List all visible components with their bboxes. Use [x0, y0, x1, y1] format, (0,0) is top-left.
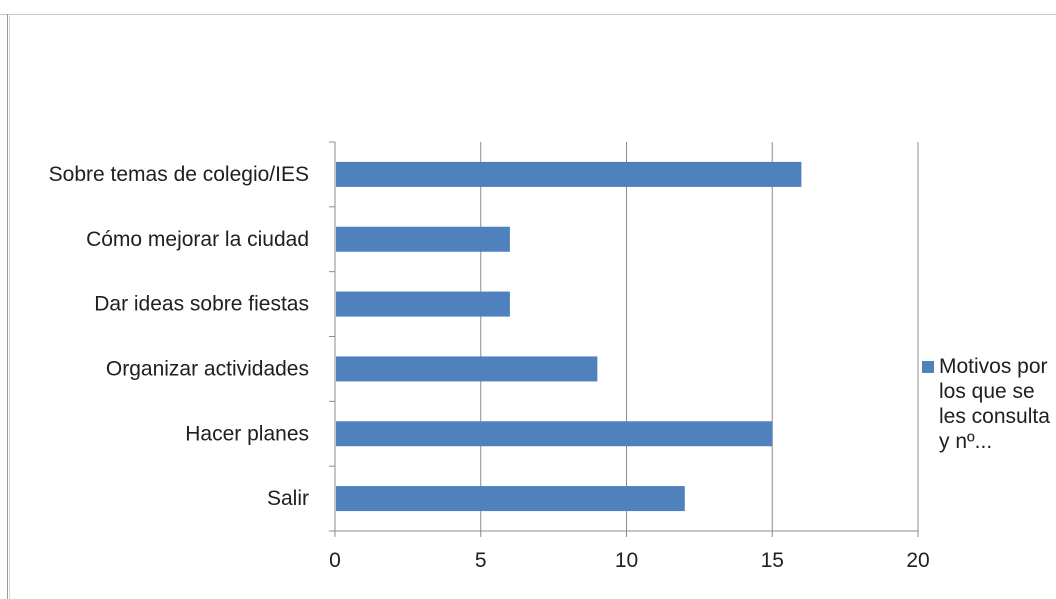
legend-series-name: Motivos por los que se les consulta y nº…: [939, 355, 1050, 453]
chart-frame-left-border-inner: [9, 14, 10, 599]
x-tick-label-0: 0: [329, 549, 341, 572]
bar-1: [336, 226, 510, 252]
axes: [329, 141, 919, 537]
x-tick-label-2: 10: [615, 549, 638, 572]
category-label-0: Sobre temas de colegio/IES: [49, 163, 309, 186]
x-tick-labels: 0 5 10 15 20: [329, 549, 930, 572]
chart-frame-left-border: [7, 14, 8, 599]
x-tick-label-1: 5: [475, 549, 487, 572]
bar-4: [336, 421, 773, 447]
bar-2: [336, 291, 510, 317]
category-label-2: Dar ideas sobre fiestas: [94, 293, 309, 316]
bar-3: [336, 356, 598, 382]
bar-5: [336, 486, 685, 512]
legend: Motivos por los que se les consulta y nº…: [922, 354, 1056, 454]
category-labels: Sobre temas de colegio/IES Cómo mejorar l…: [49, 163, 309, 510]
category-label-1: Cómo mejorar la ciudad: [86, 228, 309, 251]
chart-frame-top-border: [0, 14, 1056, 15]
bar-0: [336, 161, 802, 187]
category-label-5: Salir: [267, 487, 309, 510]
gridlines: [480, 142, 919, 531]
x-tick-label-3: 15: [761, 549, 784, 572]
bars: [336, 161, 802, 512]
category-label-3: Organizar actividades: [106, 357, 309, 380]
category-label-4: Hacer planes: [185, 422, 309, 445]
legend-swatch: [922, 361, 934, 373]
x-tick-label-4: 20: [906, 549, 929, 572]
